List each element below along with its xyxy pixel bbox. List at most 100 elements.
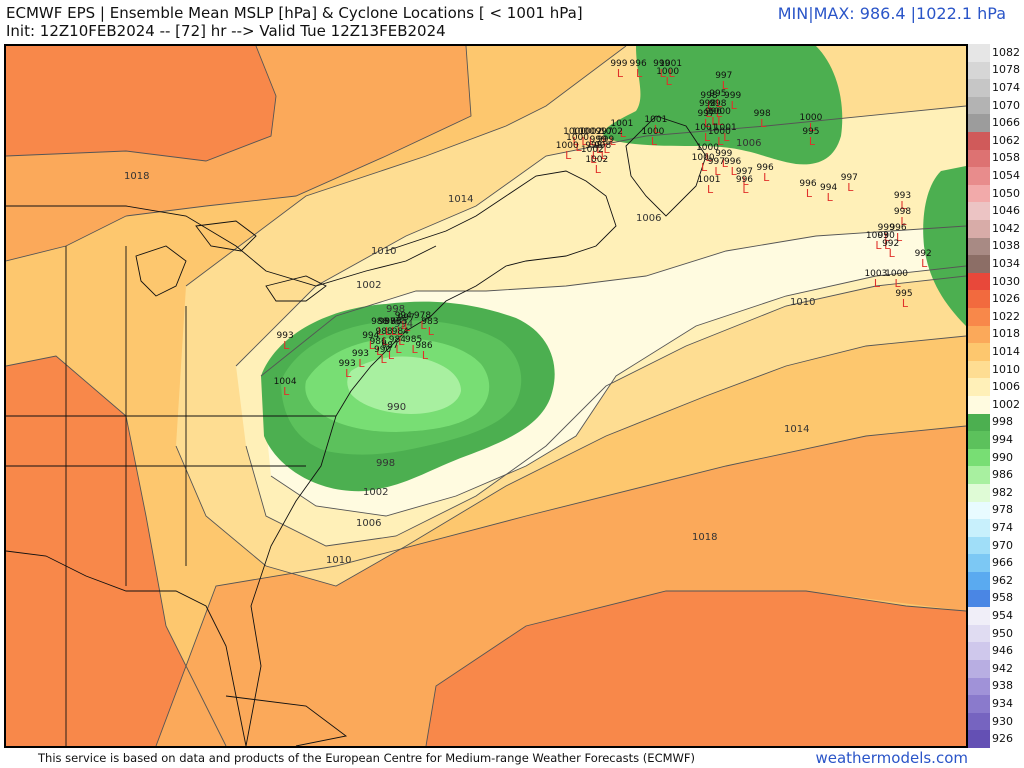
cyclone-low-marker: L: [722, 79, 729, 92]
cyclone-pressure-label: 1002: [600, 127, 623, 137]
colorbar-swatch: [968, 536, 990, 555]
colorbar-label: 970: [992, 538, 1013, 552]
cyclone-low-marker: L: [731, 165, 738, 178]
colorbar-label: 962: [992, 573, 1013, 587]
cyclone-low-marker: L: [654, 123, 661, 136]
pressure-colorbar: 1082 1078 1074 1070 1066 1062 1058 1054 1050 1046…: [968, 44, 1020, 749]
cyclone-pressure-label: 1000: [799, 113, 822, 123]
cyclone-pressure-label: 1001: [695, 123, 718, 133]
cyclone-low-marker: L: [742, 183, 749, 196]
cyclone-pressure-label: 996: [705, 107, 722, 117]
cyclone-pressure-label: 999: [878, 223, 895, 233]
colorbar-swatch: [968, 624, 990, 643]
colorbar-label: 1010: [992, 362, 1020, 376]
cyclone-pressure-label: 1002: [579, 127, 602, 137]
colorbar-label: 1042: [992, 221, 1020, 235]
isobar-label: 1002: [356, 280, 381, 291]
cyclone-low-marker: L: [701, 161, 708, 174]
cyclone-low-marker: L: [589, 135, 596, 148]
cyclone-low-marker: L: [369, 339, 376, 352]
isobar-line-1006-south: [245, 275, 966, 547]
cyclone-low-marker: L: [428, 325, 435, 338]
colorbar-label: 1006: [992, 380, 1020, 394]
cyclone-pressure-label: 986: [384, 317, 401, 327]
cyclone-pressure-label: 1001: [644, 115, 667, 125]
cyclone-pressure-label: 1000: [563, 127, 586, 137]
cyclone-low-marker: L: [398, 335, 405, 348]
cyclone-low-marker: L: [900, 199, 907, 212]
colorbar-label: 966: [992, 556, 1013, 570]
weather-map[interactable]: 1018 1014 1010 1006 1002 998 994 990 101…: [4, 44, 968, 748]
cyclone-pressure-label: 996: [630, 59, 647, 69]
cyclone-low-marker: L: [847, 181, 854, 194]
cyclone-low-marker: L: [705, 107, 712, 120]
cyclone-low-marker: L: [617, 67, 624, 80]
colorbar-label: 990: [992, 450, 1013, 464]
brand-link[interactable]: weathermodels.com: [815, 749, 968, 767]
colorbar-label: 938: [992, 679, 1013, 693]
colorbar-label: 1026: [992, 292, 1020, 306]
colorbar-swatch: [968, 308, 990, 327]
colorbar-swatch: [968, 677, 990, 696]
colorbar-label: 1078: [992, 63, 1020, 77]
cyclone-low-marker: L: [895, 277, 902, 290]
colorbar-swatch: [968, 220, 990, 239]
colorbar-swatch: [968, 448, 990, 467]
colorbar-swatch: [968, 642, 990, 661]
isobar-label: 1002: [363, 487, 388, 498]
cyclone-low-marker: L: [358, 357, 365, 370]
cyclone-pressure-label: 998: [699, 99, 716, 109]
colorbar-label: 1050: [992, 186, 1020, 200]
colorbar-label: 978: [992, 503, 1013, 517]
colorbar-swatch: [968, 396, 990, 415]
cyclone-pressure-label: 998: [594, 141, 611, 151]
colorbar-swatch: [968, 360, 990, 379]
cyclone-low-marker: L: [707, 183, 714, 196]
colorbar-label: 986: [992, 468, 1013, 482]
isobar-label: 1018: [692, 532, 717, 543]
colorbar-swatch: [968, 378, 990, 397]
colorbar-label: 1022: [992, 309, 1020, 323]
cyclone-pressure-label: 994: [820, 183, 837, 193]
cyclone-low-marker: L: [884, 231, 891, 244]
cyclone-pressure-label: 1000: [708, 127, 731, 137]
cyclone-pressure-label: 993: [894, 191, 911, 201]
cyclone-pressure-label: 997: [736, 167, 753, 177]
cyclone-pressure-label: 1000: [696, 143, 719, 153]
colorbar-swatch: [968, 79, 990, 98]
colorbar-swatch: [968, 167, 990, 186]
cyclone-low-marker: L: [388, 349, 395, 362]
colorbar-label: 998: [992, 415, 1013, 429]
cyclone-low-marker: L: [716, 97, 723, 110]
colorbar-label: 994: [992, 433, 1013, 446]
cyclone-pressure-label: 996: [889, 223, 906, 233]
isobar-label: 1010: [371, 246, 396, 257]
colorbar-swatch: [968, 466, 990, 485]
cyclone-pressure-label: 998: [585, 141, 602, 151]
cyclone-pressure-label: 997: [697, 109, 714, 119]
cyclone-pressure-label: 978: [414, 311, 431, 321]
cyclone-low-marker: L: [900, 215, 907, 228]
colorbar-swatch: [968, 484, 990, 503]
isobar-label: 1014: [448, 194, 473, 205]
cyclone-pressure-label: 993: [277, 331, 294, 341]
coastline-east: [245, 170, 617, 746]
cyclone-low-marker: L: [422, 349, 429, 362]
cyclone-low-marker: L: [716, 107, 723, 120]
cyclone-low-marker: L: [809, 121, 816, 134]
cyclone-low-marker: L: [592, 149, 599, 162]
cyclone-low-marker: L: [420, 319, 427, 332]
cyclone-low-marker: L: [590, 153, 597, 166]
cyclone-low-marker: L: [404, 321, 411, 334]
cyclone-low-marker: L: [717, 135, 724, 148]
cyclone-pressure-label: 996: [799, 179, 816, 189]
colorbar-label: 934: [992, 697, 1013, 710]
colorbar-swatch: [968, 272, 990, 291]
cyclone-pressure-label: 999: [590, 135, 607, 145]
cyclone-low-marker: L: [391, 325, 398, 338]
cyclone-pressure-label: 999: [715, 149, 732, 159]
colorbar-swatch: [968, 589, 990, 608]
cyclone-pressure-label: 995: [802, 127, 819, 137]
cyclone-low-marker: L: [806, 187, 813, 200]
ecmwf-credit: This service is based on data and produc…: [38, 751, 695, 765]
